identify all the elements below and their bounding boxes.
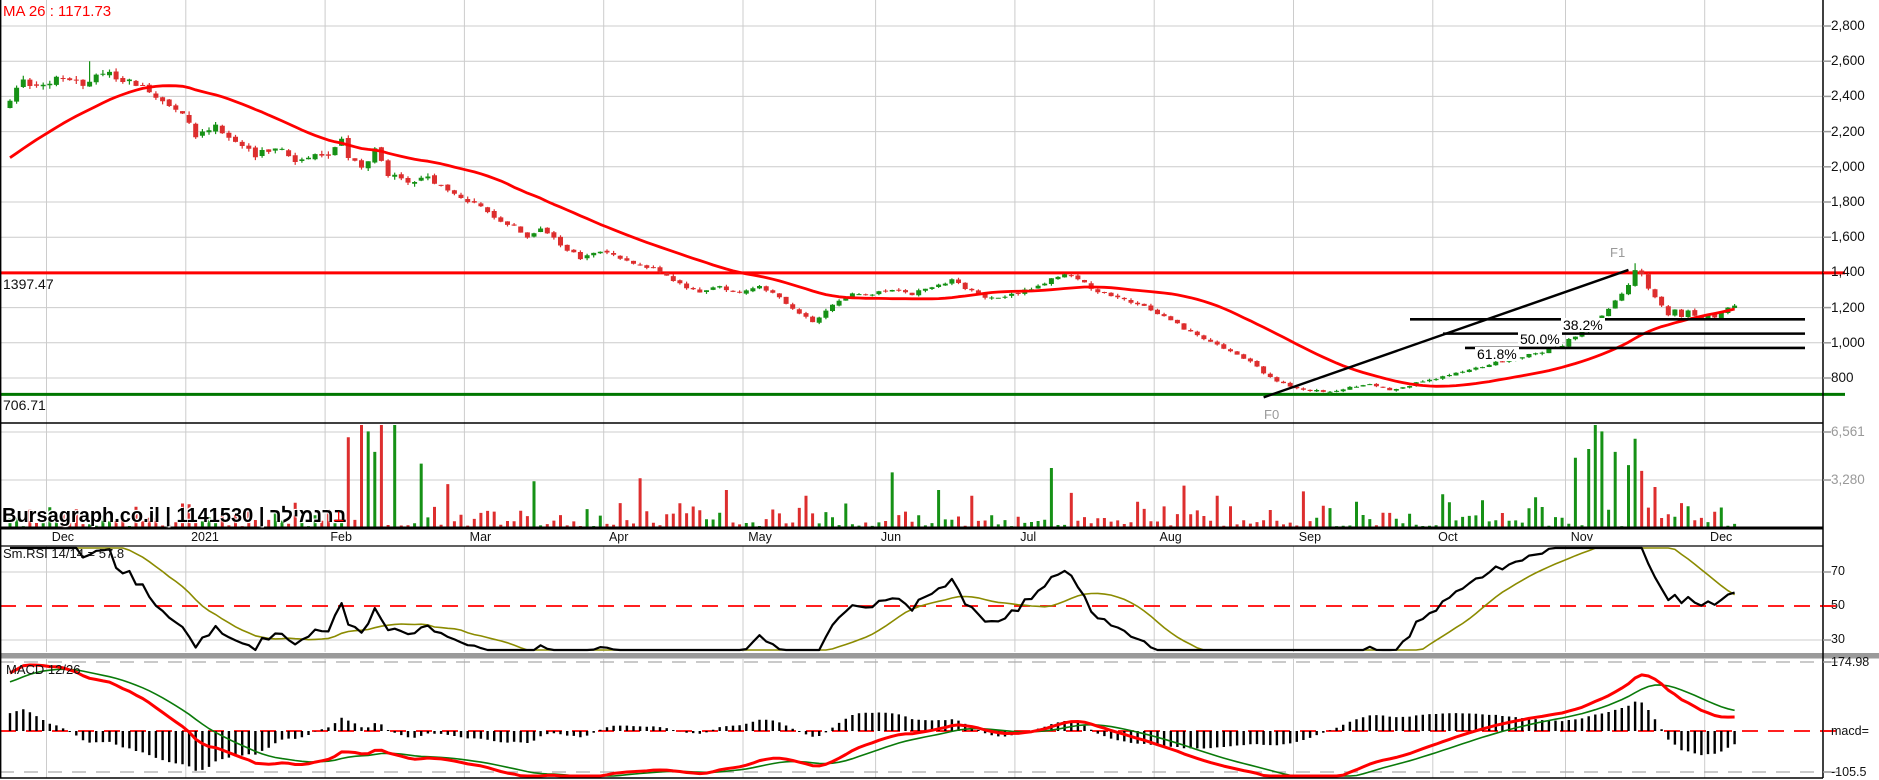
- rsi-panel-label: Sm.RSI 14/14 = 57.8: [3, 546, 125, 561]
- month-label-2021: 2021: [191, 530, 219, 544]
- month-label-aug: Aug: [1159, 530, 1182, 544]
- month-label-dec: Dec: [51, 530, 75, 544]
- price-tick-1400: 1,400: [1831, 264, 1865, 280]
- month-label-dec: Dec: [1710, 530, 1733, 544]
- volume-tick-6561: 6,561: [1831, 423, 1865, 439]
- price-tick-2600: 2,600: [1831, 53, 1865, 69]
- month-label-feb: Feb: [330, 530, 352, 544]
- volume-tick-3280: 3,280: [1831, 472, 1865, 487]
- fib-f1-anchor-label: F1: [1610, 245, 1626, 260]
- month-label-may: May: [748, 530, 772, 544]
- price-tick-1600: 1,600: [1831, 229, 1865, 245]
- resistance-price-label: 1397.47: [3, 276, 54, 292]
- month-label-jun: Jun: [880, 530, 902, 544]
- fib-500-label: 50.0%: [1518, 331, 1562, 347]
- price-tick-1200: 1,200: [1831, 299, 1865, 315]
- macd-tick-bottom: -105.5: [1831, 765, 1867, 779]
- month-label-mar: Mar: [469, 530, 492, 544]
- price-tick-2200: 2,200: [1831, 123, 1865, 139]
- fib-f0-anchor-label: F0: [1264, 407, 1280, 422]
- month-label-sep: Sep: [1298, 530, 1322, 544]
- price-tick-2800: 2,800: [1831, 18, 1865, 33]
- month-label-apr: Apr: [608, 530, 629, 544]
- macd-tick-zero: macd=: [1831, 724, 1869, 738]
- fib-382-label: 38.2%: [1561, 317, 1605, 333]
- month-label-jul: Jul: [1020, 530, 1037, 544]
- price-tick-2000: 2,000: [1831, 158, 1865, 174]
- rsi-tick-50: 50: [1831, 598, 1845, 612]
- month-label-oct: Oct: [1438, 530, 1458, 544]
- macd-panel-label: MACD 12/26: [6, 662, 81, 677]
- support-price-label: 706.71: [3, 397, 46, 413]
- price-tick-800: 800: [1831, 370, 1854, 385]
- price-tick-1000: 1,000: [1831, 334, 1865, 350]
- price-tick-1800: 1,800: [1831, 194, 1865, 209]
- ma-indicator-label: MA 26 : 1171.73: [3, 3, 112, 20]
- watermark-text: Bursagraph.co.il | 1141530 | ברנמילר: [2, 505, 347, 527]
- price-tick-2400: 2,400: [1831, 88, 1865, 104]
- rsi-tick-70: 70: [1831, 564, 1845, 578]
- fib-618-label: 61.8%: [1475, 346, 1519, 362]
- watermark-red-mark: ⊥: [333, 509, 345, 524]
- rsi-tick-30: 30: [1831, 632, 1845, 646]
- macd-tick-top: 174.98: [1831, 655, 1870, 669]
- month-label-nov: Nov: [1570, 530, 1593, 544]
